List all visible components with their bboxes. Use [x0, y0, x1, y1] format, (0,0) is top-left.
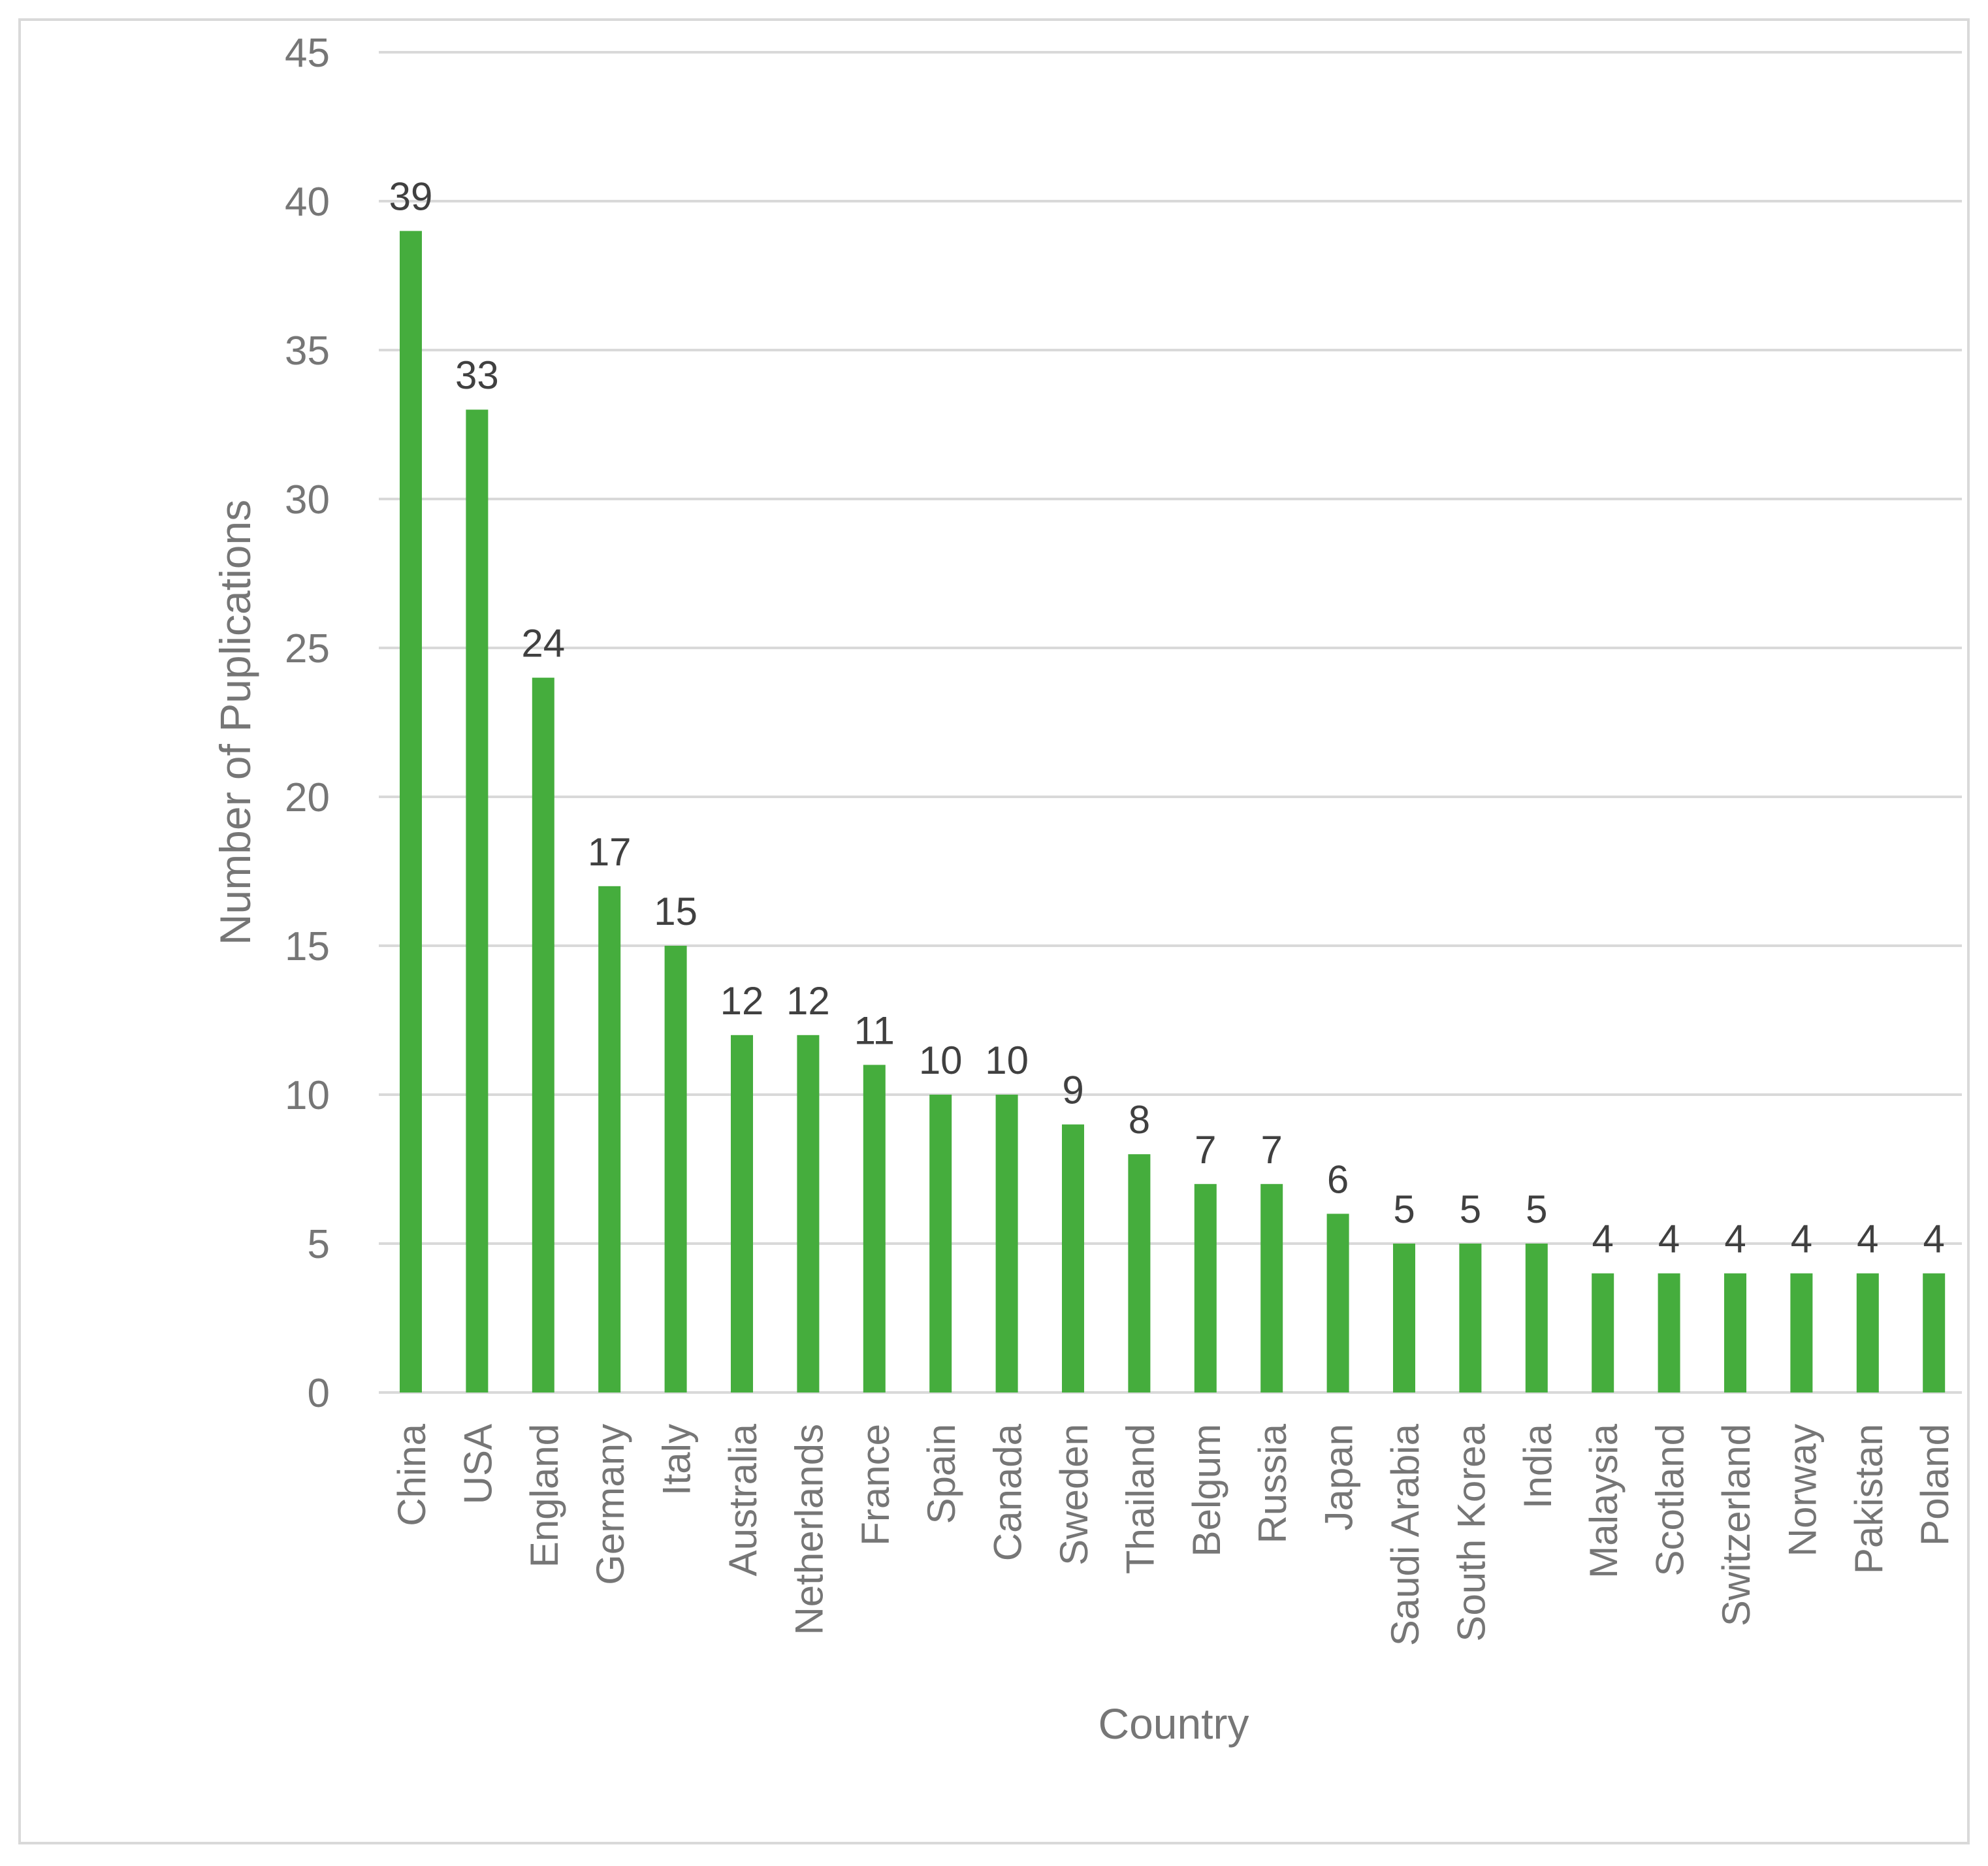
- y-tick-label: 15: [285, 924, 330, 969]
- x-tick-label: Poland: [1913, 1424, 1957, 1546]
- x-tick-label: Canada: [986, 1423, 1030, 1561]
- data-label: 17: [588, 830, 632, 874]
- data-label: 12: [720, 979, 764, 1023]
- data-label: 33: [455, 353, 499, 397]
- bar: [1326, 1214, 1349, 1392]
- x-tick-label: Saudi Arabia: [1383, 1423, 1427, 1646]
- data-label: 5: [1393, 1187, 1415, 1231]
- bar: [1923, 1273, 1946, 1392]
- data-label: 11: [854, 1008, 895, 1052]
- bar: [863, 1065, 886, 1392]
- bar: [598, 886, 621, 1392]
- y-tick-label: 35: [285, 329, 330, 374]
- x-tick-label: Russia: [1251, 1423, 1294, 1543]
- y-tick-label: 10: [285, 1073, 330, 1118]
- bar: [1724, 1273, 1746, 1392]
- bar: [1062, 1124, 1084, 1392]
- bar: [731, 1035, 753, 1392]
- x-tick-label: Malaysia: [1582, 1423, 1626, 1578]
- bar: [1393, 1244, 1415, 1392]
- x-tick-label: Belgum: [1185, 1424, 1228, 1556]
- data-label: 4: [1658, 1217, 1680, 1261]
- data-label: 5: [1526, 1187, 1547, 1231]
- gridlines: [379, 51, 1962, 1394]
- bar: [1790, 1273, 1813, 1392]
- x-tick-label: Thailand: [1118, 1424, 1162, 1574]
- bar: [664, 946, 687, 1392]
- data-label: 10: [919, 1038, 963, 1082]
- data-label: 7: [1194, 1128, 1216, 1172]
- x-tick-label: Norway: [1780, 1424, 1824, 1556]
- y-tick-label: 40: [285, 180, 330, 225]
- x-tick-label: Australia: [721, 1423, 765, 1576]
- bar: [1592, 1273, 1614, 1392]
- data-label: 12: [786, 979, 830, 1023]
- data-label: 4: [1592, 1217, 1614, 1261]
- x-tick-label: Switzerland: [1714, 1424, 1758, 1626]
- chart-border: [18, 18, 1970, 1844]
- x-tick-label: Pakistan: [1847, 1424, 1891, 1574]
- x-axis-title: Country: [1098, 1699, 1249, 1748]
- bar: [1128, 1154, 1151, 1392]
- bar: [400, 231, 422, 1393]
- data-label: 9: [1062, 1069, 1083, 1112]
- bar: [1525, 1244, 1548, 1392]
- x-tick-label: Germany: [588, 1424, 632, 1585]
- bar: [532, 677, 554, 1392]
- y-tick-label: 30: [285, 477, 330, 523]
- data-label: 8: [1129, 1098, 1150, 1142]
- x-tick-label: Sweden: [1052, 1424, 1096, 1566]
- y-tick-label: 5: [308, 1222, 330, 1267]
- data-label: 5: [1460, 1187, 1481, 1231]
- bar: [995, 1095, 1018, 1392]
- bar: [1856, 1273, 1879, 1392]
- bar: [929, 1095, 952, 1392]
- bar: [797, 1035, 820, 1392]
- data-label: 39: [389, 175, 433, 219]
- x-tick-label: Japan: [1317, 1424, 1361, 1530]
- bar: [1459, 1244, 1482, 1392]
- y-tick-label: 20: [285, 775, 330, 820]
- x-tick-label: Spain: [920, 1424, 963, 1524]
- data-label: 4: [1857, 1217, 1878, 1261]
- bar: [1194, 1183, 1217, 1392]
- data-label: 10: [985, 1038, 1029, 1082]
- y-axis-title: Number of Puplications: [211, 500, 259, 945]
- y-tick-label: 45: [285, 31, 330, 76]
- x-tick-label: China: [390, 1423, 434, 1526]
- y-tick-label: 0: [308, 1371, 330, 1416]
- x-tick-label: India: [1516, 1423, 1560, 1509]
- bar: [1260, 1183, 1283, 1392]
- x-axis-ticks: China USA England Germany Italy Australia Neth…: [390, 1423, 1957, 1646]
- x-tick-label: France: [854, 1424, 897, 1546]
- data-label: 15: [654, 890, 697, 933]
- data-label: 24: [521, 622, 565, 666]
- x-tick-label: South Korea: [1449, 1423, 1493, 1641]
- data-label: 6: [1327, 1157, 1349, 1201]
- data-label: 4: [1791, 1217, 1812, 1261]
- data-label: 7: [1261, 1128, 1283, 1172]
- x-tick-label: Netherlands: [787, 1424, 831, 1635]
- bar: [466, 410, 489, 1393]
- data-label: 4: [1724, 1217, 1746, 1261]
- bars: [400, 231, 1946, 1393]
- x-tick-label: Italy: [655, 1424, 699, 1496]
- bar: [1658, 1273, 1680, 1392]
- x-tick-label: Scotland: [1648, 1424, 1692, 1577]
- x-tick-label: England: [522, 1424, 566, 1568]
- data-label: 4: [1923, 1217, 1945, 1261]
- x-tick-label: USA: [456, 1424, 500, 1504]
- y-tick-label: 25: [285, 626, 330, 671]
- y-axis-ticks: 0 5 10 15 20 25 30 35 40 45: [285, 31, 330, 1416]
